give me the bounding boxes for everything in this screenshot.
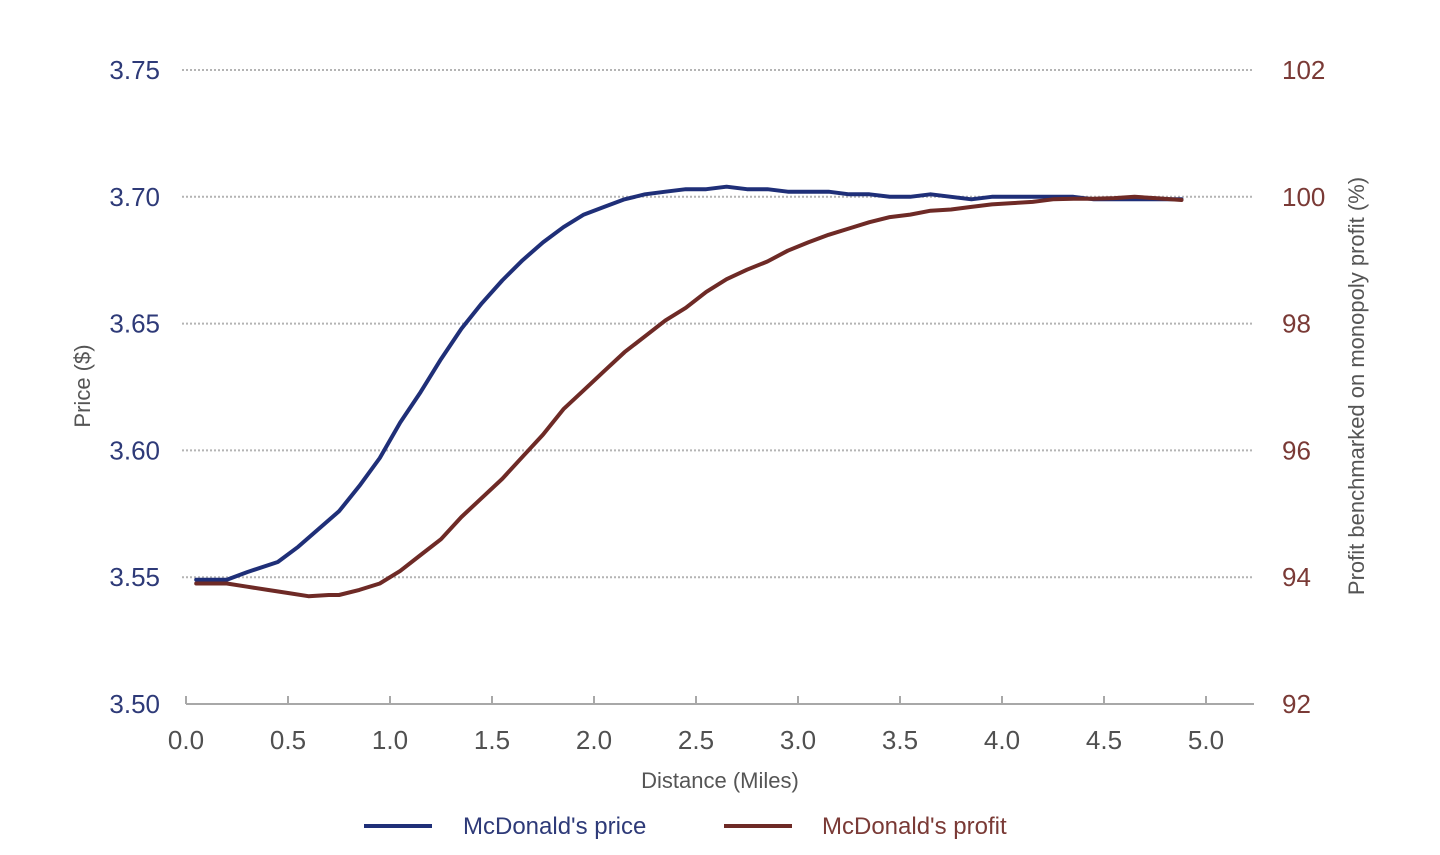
y2-tick-label: 100 [1282, 182, 1325, 212]
y2-tick-label: 92 [1282, 689, 1311, 719]
y2-tick-label: 98 [1282, 309, 1311, 339]
y-axis-left-title: Price ($) [70, 344, 95, 427]
x-tick-label: 1.5 [474, 725, 510, 755]
y-axis-right-ticks: 102 100 98 96 94 92 [1282, 55, 1325, 719]
y-tick-label: 3.50 [109, 689, 160, 719]
price-line [194, 184, 1184, 582]
legend: McDonald's price McDonald's profit [364, 813, 1007, 840]
x-axis-ticks: 0.0 0.5 1.0 1.5 2.0 2.5 3.0 3.5 4.0 4.5 5.0 [168, 696, 1224, 755]
legend-label-price: McDonald's price [463, 813, 646, 840]
x-tick-label: 3.5 [882, 725, 918, 755]
x-tick-label: 4.5 [1086, 725, 1122, 755]
x-axis-title: Distance (Miles) [641, 768, 799, 793]
y-axis-right-title: Profit benchmarked on monopoly profit (%… [1344, 177, 1369, 595]
data-series [194, 184, 1184, 599]
y-tick-label: 3.60 [109, 435, 160, 465]
profit-line [194, 194, 1184, 599]
x-tick-label: 4.0 [984, 725, 1020, 755]
y-tick-label: 3.70 [109, 182, 160, 212]
legend-label-profit: McDonald's profit [822, 813, 1007, 840]
x-tick-label: 2.5 [678, 725, 714, 755]
y-tick-label: 3.55 [109, 562, 160, 592]
x-tick-label: 3.0 [780, 725, 816, 755]
y-tick-label: 3.75 [109, 55, 160, 85]
y2-tick-label: 94 [1282, 562, 1311, 592]
x-tick-label: 0.5 [270, 725, 306, 755]
y2-tick-label: 96 [1282, 435, 1311, 465]
y2-tick-label: 102 [1282, 55, 1325, 85]
x-tick-label: 1.0 [372, 725, 408, 755]
x-tick-label: 2.0 [576, 725, 612, 755]
y-axis-left-ticks: 3.75 3.70 3.65 3.60 3.55 3.50 [109, 55, 160, 719]
y-tick-label: 3.65 [109, 309, 160, 339]
x-tick-label: 0.0 [168, 725, 204, 755]
x-tick-label: 5.0 [1188, 725, 1224, 755]
gridlines [182, 69, 1254, 579]
